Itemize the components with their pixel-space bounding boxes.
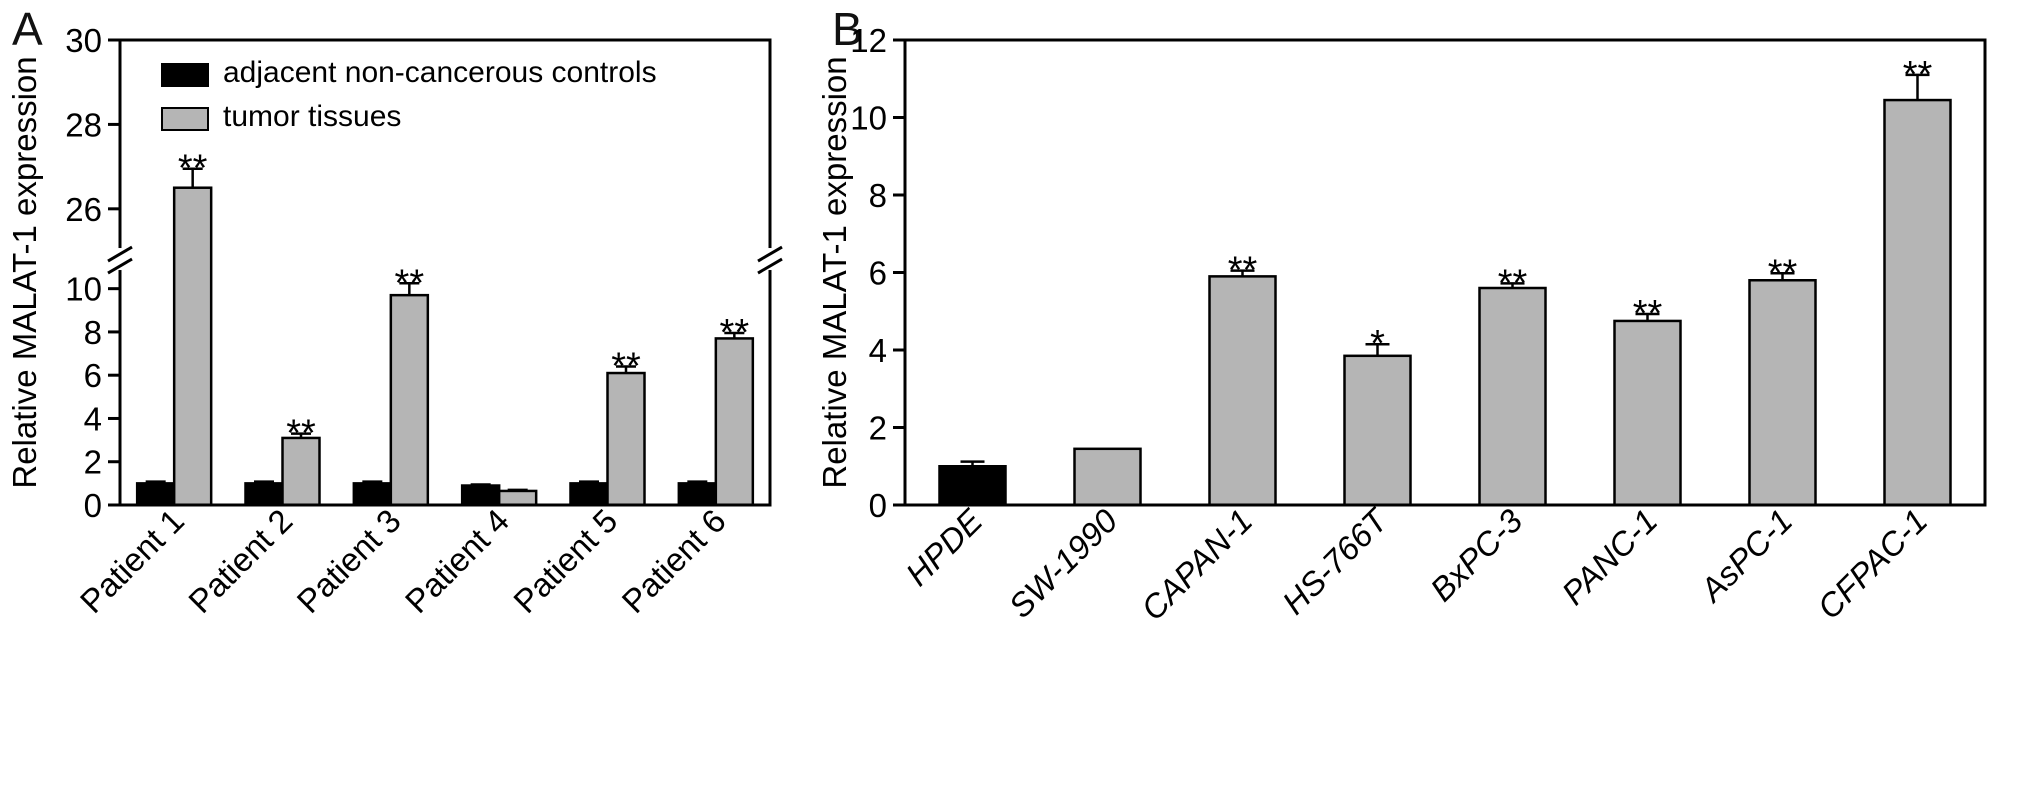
axis-break-slash bbox=[107, 245, 133, 263]
significance-markers: ** ** ** ** ** bbox=[178, 148, 749, 455]
x-labels: HPDE SW-1990 CAPAN-1 HS-766T BxPC-3 PANC-1 AsP… bbox=[898, 500, 1934, 628]
y-tick-label: 0 bbox=[869, 487, 887, 524]
bar bbox=[135, 482, 176, 507]
bar bbox=[1748, 279, 1817, 507]
y-axis-title: Relative MALAT-1 expression bbox=[6, 56, 43, 488]
y-axis: 0 2 4 6 8 10 26 28 30 bbox=[65, 22, 120, 524]
y-tick-label: 28 bbox=[65, 106, 102, 143]
bar bbox=[569, 482, 609, 507]
bar bbox=[460, 484, 501, 507]
y-tick-label: 30 bbox=[65, 22, 102, 59]
x-tick-label: SW-1990 bbox=[1001, 501, 1124, 624]
significance-markers: *********** bbox=[1228, 54, 1933, 365]
legend-label: tumor tissues bbox=[223, 100, 401, 133]
x-tick-label: PANC-1 bbox=[1554, 502, 1664, 612]
bar bbox=[1613, 319, 1682, 507]
chart-panel-a: 0 2 4 6 8 10 26 28 30 Relative MALAT-1 expression… bbox=[6, 22, 783, 620]
significance-marker: ** bbox=[178, 148, 208, 190]
bar bbox=[1478, 286, 1547, 507]
significance-marker: ** bbox=[1768, 252, 1798, 294]
axis-break-mask bbox=[766, 248, 774, 271]
error-bars bbox=[960, 73, 1930, 467]
plot-frame bbox=[118, 38, 772, 507]
bar bbox=[244, 482, 284, 507]
significance-marker: ** bbox=[395, 262, 425, 304]
significance-marker: ** bbox=[1228, 250, 1258, 292]
plot-frame bbox=[903, 38, 1987, 507]
bar bbox=[352, 482, 393, 507]
bar bbox=[389, 293, 430, 507]
y-tick-label: 2 bbox=[84, 444, 102, 481]
bar bbox=[1343, 354, 1412, 507]
y-tick-label: 6 bbox=[869, 255, 887, 292]
significance-marker: ** bbox=[1903, 54, 1933, 96]
error-bars bbox=[145, 167, 745, 492]
y-tick-label: 10 bbox=[850, 100, 887, 137]
bar bbox=[1208, 275, 1277, 507]
axis-break-marks bbox=[107, 245, 783, 275]
panel-label-a: A bbox=[12, 3, 43, 55]
y-tick-label: 8 bbox=[84, 314, 102, 351]
y-tick-label: 0 bbox=[84, 487, 102, 524]
x-tick-label: Patient 5 bbox=[506, 502, 624, 620]
x-tick-label: Patient 6 bbox=[615, 502, 733, 620]
bar bbox=[938, 465, 1007, 507]
significance-marker: ** bbox=[1498, 262, 1528, 304]
y-tick-label: 12 bbox=[850, 22, 887, 59]
bar bbox=[714, 337, 755, 507]
legend-swatch bbox=[161, 63, 209, 87]
axis-break-mask bbox=[116, 248, 124, 271]
significance-marker: ** bbox=[611, 346, 641, 388]
axis-break-slash bbox=[757, 257, 783, 275]
bar bbox=[606, 371, 646, 507]
y-tick-label: 10 bbox=[65, 271, 102, 308]
bar bbox=[172, 186, 213, 507]
x-tick-label: HPDE bbox=[898, 501, 990, 593]
significance-marker: ** bbox=[286, 413, 316, 455]
significance-marker: ** bbox=[720, 312, 750, 354]
x-tick-label: Patient 2 bbox=[181, 502, 299, 620]
bars bbox=[135, 186, 755, 507]
bar bbox=[1073, 447, 1142, 507]
legend-swatch bbox=[161, 107, 209, 131]
bars bbox=[938, 98, 1952, 507]
axis-break-slash bbox=[107, 257, 133, 275]
axis-break-slash bbox=[757, 245, 783, 263]
bar bbox=[497, 489, 538, 507]
bar bbox=[1883, 98, 1952, 507]
significance-marker: ** bbox=[1633, 293, 1663, 335]
y-tick-label: 26 bbox=[65, 191, 102, 228]
y-axis-title: Relative MALAT-1 expression bbox=[816, 56, 853, 488]
y-tick-label: 4 bbox=[869, 332, 887, 369]
panel-label-b: B bbox=[832, 3, 863, 55]
x-tick-label: CAPAN-1 bbox=[1134, 502, 1260, 628]
y-axis: 0 2 4 6 8 10 12 bbox=[850, 22, 905, 524]
y-tick-label: 4 bbox=[84, 400, 102, 437]
legend-label: adjacent non-cancerous controls bbox=[223, 56, 657, 89]
x-tick-label: BxPC-3 bbox=[1423, 501, 1530, 608]
y-tick-label: 2 bbox=[869, 410, 887, 447]
x-tick-label: Patient 3 bbox=[290, 502, 408, 620]
y-tick-label: 8 bbox=[869, 177, 887, 214]
significance-marker: * bbox=[1370, 323, 1385, 365]
x-tick-label: Patient 4 bbox=[398, 502, 516, 620]
x-tick-label: HS-766T bbox=[1275, 500, 1397, 622]
legend: adjacent non-cancerous controls tumor tis… bbox=[161, 56, 657, 133]
x-tick-label: CFPAC-1 bbox=[1810, 502, 1934, 626]
bar bbox=[677, 482, 718, 507]
y-tick-label: 6 bbox=[84, 357, 102, 394]
x-tick-label: AsPC-1 bbox=[1691, 502, 1799, 610]
